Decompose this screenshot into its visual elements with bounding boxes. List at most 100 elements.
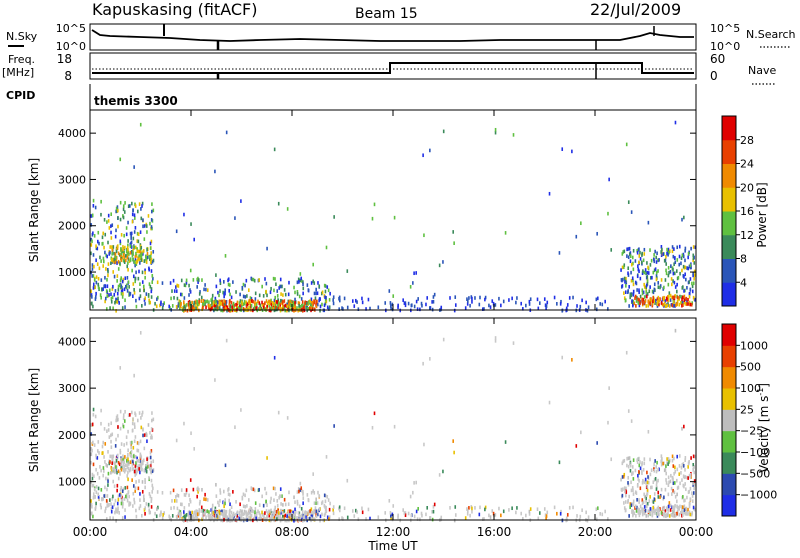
velocity-cell <box>300 486 303 490</box>
power-cell <box>620 278 623 282</box>
power-cell <box>242 294 245 299</box>
velocity-cell <box>133 373 135 378</box>
velocity-cell <box>297 511 300 515</box>
velocity-cell <box>663 511 666 516</box>
velocity-cell <box>142 433 144 438</box>
velocity-cell <box>270 508 272 513</box>
velocity-cell <box>361 510 364 515</box>
power-cell <box>91 267 94 271</box>
velocity-cell <box>143 498 145 502</box>
power-cell <box>121 255 124 260</box>
power-cell <box>478 302 481 307</box>
power-cell <box>126 276 129 280</box>
power-cell <box>111 245 113 249</box>
velocity-cell <box>281 514 284 519</box>
velocity-cell <box>106 487 108 492</box>
velocity-cell <box>92 495 95 500</box>
velocity-cell <box>672 477 674 482</box>
velocity-cell <box>655 469 658 474</box>
velocity-cell <box>122 487 125 492</box>
velocity-cell <box>319 514 322 519</box>
velocity-cell <box>245 488 248 493</box>
velocity-cell <box>674 465 676 470</box>
power-cell <box>148 282 151 286</box>
power-cell <box>160 302 162 306</box>
power-cell <box>132 236 135 241</box>
power-cell <box>429 306 431 310</box>
power-cell <box>92 282 95 287</box>
power-cell <box>248 305 250 310</box>
velocity-cell <box>645 495 648 500</box>
power-cell <box>254 300 256 305</box>
velocity-cell <box>307 498 310 502</box>
power-cell <box>249 306 252 310</box>
power-cell <box>694 298 696 302</box>
velocity-cell <box>289 515 291 520</box>
power-cell <box>628 252 631 256</box>
power-colorbar-swatch <box>722 116 736 141</box>
velocity-cell <box>139 492 141 496</box>
power-cell <box>687 266 689 271</box>
velocity-cell <box>117 469 120 474</box>
power-cell <box>272 276 275 281</box>
velocity-cell <box>402 508 404 512</box>
power-cell <box>299 272 302 276</box>
power-cell <box>681 303 683 308</box>
power-cell <box>125 258 127 263</box>
velocity-cell <box>632 502 635 507</box>
power-cell <box>328 307 330 311</box>
velocity-cell <box>101 497 103 501</box>
velocity-cell <box>249 516 252 520</box>
power-cell <box>388 289 391 293</box>
power-cell <box>546 300 549 305</box>
velocity-cell <box>240 516 243 520</box>
power-cell <box>353 304 356 308</box>
power-cell <box>138 249 141 254</box>
power-cell <box>120 284 123 289</box>
power-cell <box>97 285 100 289</box>
power-cell <box>307 288 310 292</box>
power-cell <box>198 292 201 296</box>
power-cell <box>152 250 155 254</box>
power-cell <box>130 245 133 249</box>
velocity-cell <box>559 511 562 516</box>
power-cell <box>324 289 327 294</box>
power-cell <box>225 299 228 304</box>
power-cell <box>423 233 425 238</box>
power-cell <box>341 306 343 310</box>
power-cell <box>466 302 469 306</box>
power-cell <box>111 295 114 300</box>
power-cell <box>502 299 505 304</box>
power-cell <box>656 300 659 304</box>
velocity-cell <box>195 513 197 518</box>
velocity-cell <box>123 419 126 423</box>
power-cell <box>298 301 301 306</box>
velocity-cell <box>580 430 582 435</box>
power-cell <box>528 302 531 306</box>
velocity-cell <box>665 481 668 485</box>
velocity-cell <box>120 460 123 465</box>
velocity-cell <box>227 487 230 491</box>
velocity-cell <box>328 515 331 519</box>
power-cell <box>624 279 626 284</box>
power-cell <box>118 301 120 305</box>
power-cell <box>90 293 93 297</box>
power-cell <box>202 305 204 310</box>
power-cell <box>565 306 568 311</box>
velocity-cell <box>135 480 137 484</box>
velocity-cell <box>122 424 125 429</box>
velocity-cell <box>121 459 124 463</box>
velocity-cell <box>388 499 391 503</box>
power-cell <box>234 216 236 220</box>
power-cell <box>402 298 404 302</box>
velocity-cell <box>332 505 335 509</box>
velocity-cell <box>229 514 232 518</box>
power-cell <box>183 302 185 307</box>
velocity-cell <box>107 479 109 483</box>
power-cell <box>204 283 206 287</box>
power-cell <box>693 269 696 274</box>
power-cell <box>369 306 371 311</box>
velocity-cell <box>662 513 665 517</box>
power-cell <box>332 298 334 302</box>
velocity-cell <box>246 504 248 508</box>
